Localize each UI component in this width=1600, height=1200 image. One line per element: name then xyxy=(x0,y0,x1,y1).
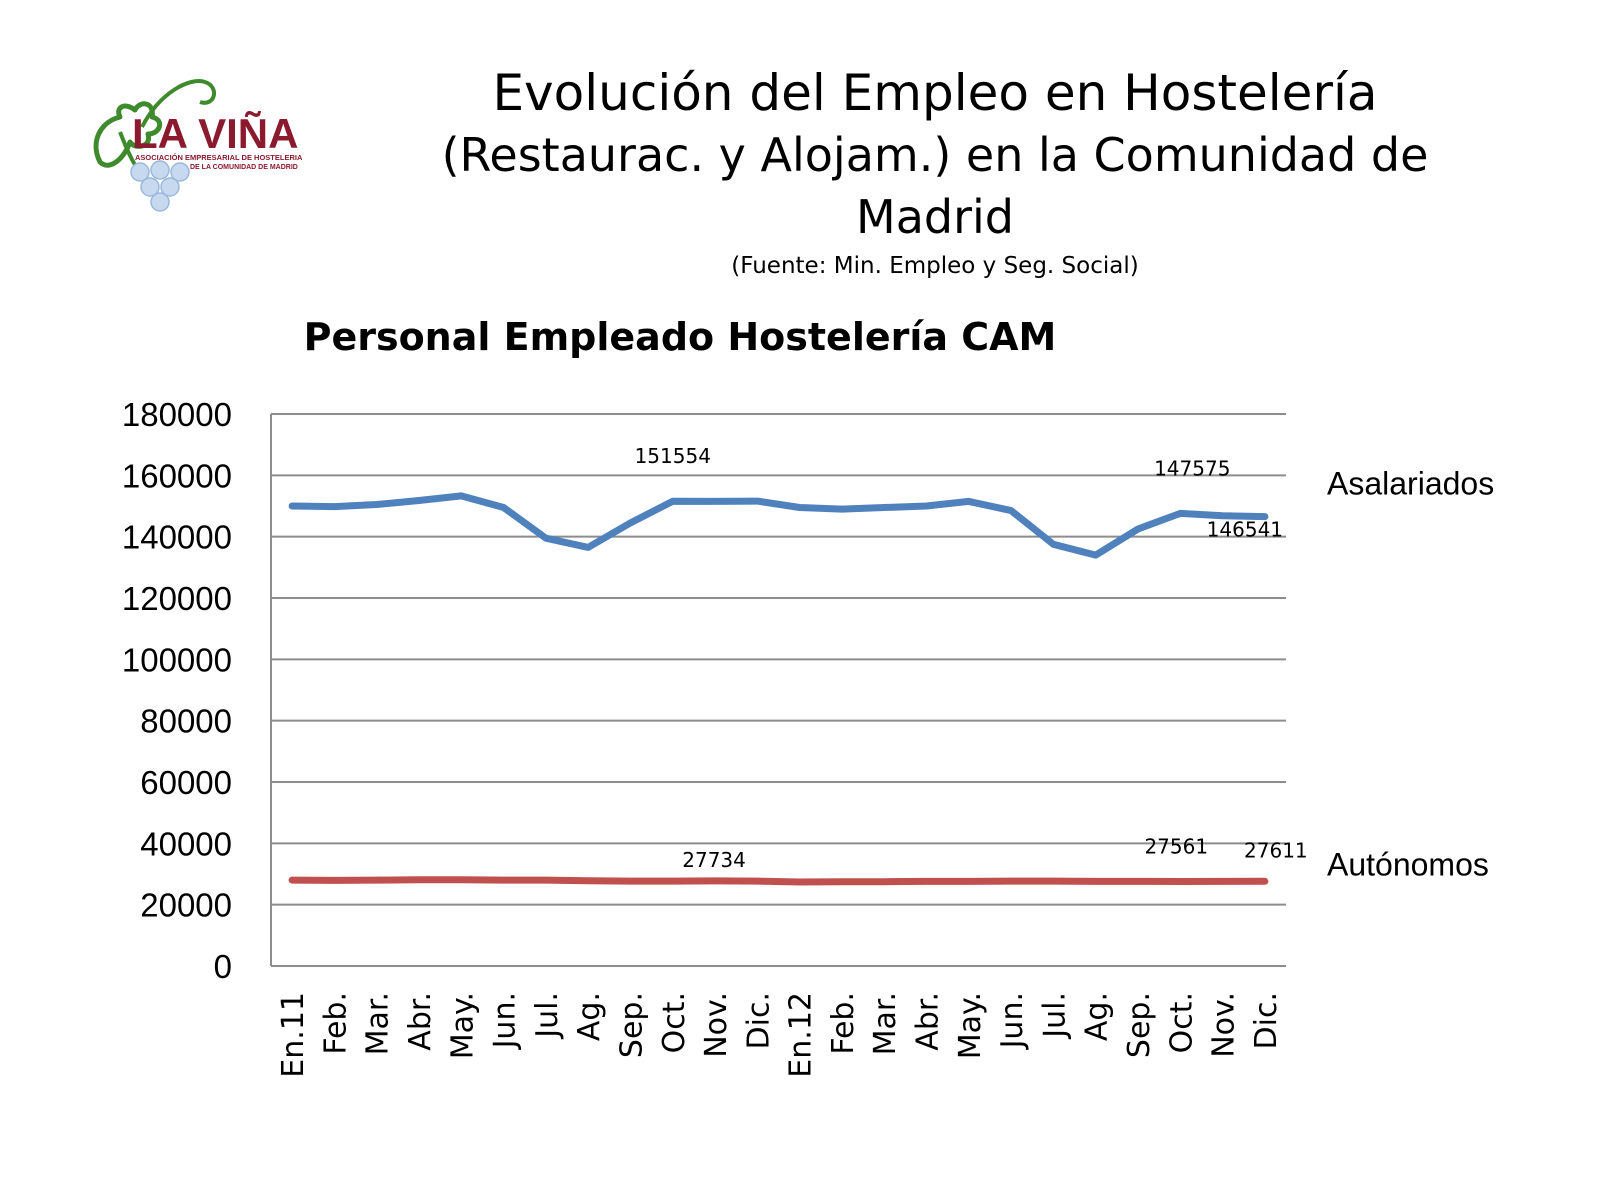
x-tick-label: Oct. xyxy=(657,992,692,1053)
grapes-icon xyxy=(130,160,190,212)
y-tick-label: 180000 xyxy=(122,396,232,433)
y-tick-label: 120000 xyxy=(122,580,232,617)
series-line-2 xyxy=(288,876,1269,886)
x-tick-label: Abr. xyxy=(911,992,946,1051)
y-tick-label: 100000 xyxy=(122,641,232,678)
header: Evolución del Empleo en Hostelería (Rest… xyxy=(370,62,1500,284)
logo-tagline-1: ASOCIACIÓN EMPRESARIAL DE HOSTELERIA xyxy=(135,153,303,162)
x-tick-label: Feb. xyxy=(318,992,353,1055)
x-tick-label: Ag. xyxy=(1080,992,1115,1041)
x-tick-label: En.12 xyxy=(784,992,819,1078)
chart-title: Personal Empleado Hostelería CAM xyxy=(304,315,1057,359)
x-tick-label: May. xyxy=(953,992,988,1059)
series-name-label: Asalariados xyxy=(1327,466,1494,502)
vine-leaf-icon xyxy=(93,101,163,168)
data-labels: Asalariados Autónomos 151554 147575 146541 27… xyxy=(635,444,1495,882)
x-tick-label: Ag. xyxy=(572,992,607,1041)
x-tick-label: Jul. xyxy=(1037,992,1072,1040)
source-note: (Fuente: Min. Empleo y Seg. Social) xyxy=(731,253,1139,279)
y-tick-label: 40000 xyxy=(140,825,232,862)
x-tick-label: Jul. xyxy=(530,992,565,1040)
grid-lines xyxy=(271,413,1286,967)
x-tick-label: Mar. xyxy=(868,992,903,1055)
y-tick-label: 80000 xyxy=(140,703,232,740)
x-tick-label: Abr. xyxy=(403,992,438,1051)
data-label: 147575 xyxy=(1154,456,1230,480)
data-label: 27611 xyxy=(1244,838,1308,862)
page-subtitle: (Restaurac. y Alojam.) en la Comunidad d… xyxy=(441,128,1429,244)
series-lines xyxy=(288,492,1269,886)
series-line-1 xyxy=(288,492,1269,559)
y-tick-label: 60000 xyxy=(140,764,232,801)
x-tick-label: Dic. xyxy=(1249,992,1284,1049)
y-tick-label: 140000 xyxy=(122,519,232,556)
y-axis: 0 20000 40000 60000 80000 100000 120000 140000 1… xyxy=(122,396,272,985)
y-tick-label: 160000 xyxy=(122,457,232,494)
x-tick-label: Nov. xyxy=(699,992,734,1058)
y-tick-label: 0 xyxy=(214,948,232,985)
x-tick-label: Jun. xyxy=(488,992,523,1050)
la-vina-logo: LA VIÑA ASOCIACIÓN EMPRESARIAL DE HOSTEL… xyxy=(93,79,303,212)
data-label: 151554 xyxy=(635,444,711,468)
data-label: 27734 xyxy=(682,848,746,872)
x-tick-label: Dic. xyxy=(741,992,776,1049)
x-tick-label: En.11 xyxy=(276,992,311,1078)
logo-name: LA VIÑA xyxy=(132,110,298,157)
x-tick-label: Nov. xyxy=(1207,992,1242,1058)
x-tick-label: Mar. xyxy=(361,992,396,1055)
x-tick-label: Jun. xyxy=(995,992,1030,1050)
x-tick-label: Sep. xyxy=(1122,992,1157,1058)
y-tick-label: 20000 xyxy=(140,887,232,924)
data-label: 27561 xyxy=(1144,834,1208,858)
x-tick-label: Sep. xyxy=(614,992,649,1058)
page-title: Evolución del Empleo en Hostelería xyxy=(492,64,1378,122)
x-tick-label: Feb. xyxy=(826,992,861,1055)
series-name-label: Autónomos xyxy=(1327,846,1489,882)
x-tick-label: May. xyxy=(445,992,480,1059)
logo-tagline-2: DE LA COMUNIDAD DE MADRID xyxy=(190,164,298,171)
data-label: 146541 xyxy=(1207,518,1283,542)
x-tick-label: Oct. xyxy=(1164,992,1199,1053)
x-axis: En.11 Feb. Mar. Abr. May. Jun. Jul. Ag. Sep. Oct.… xyxy=(276,992,1284,1078)
